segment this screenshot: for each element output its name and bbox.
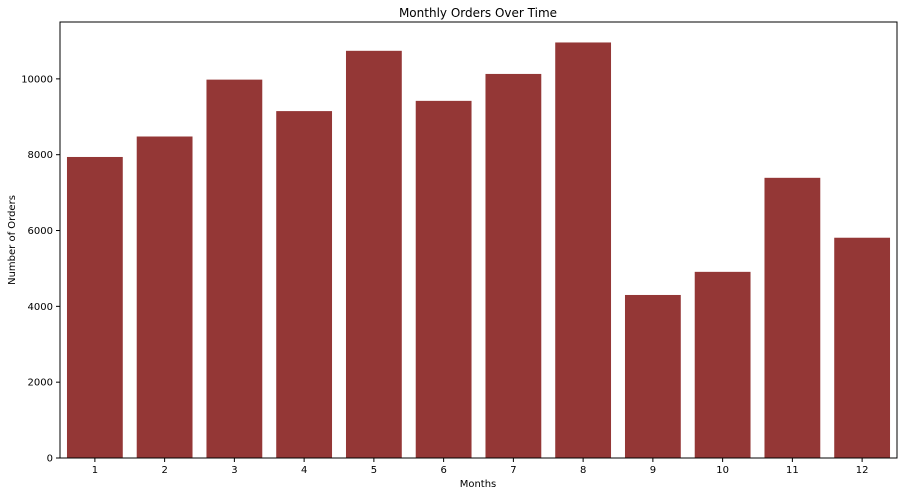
bar-month-1 [66,156,123,458]
x-axis-ticks: 1 2 3 4 5 6 7 8 9 10 11 12 [92,458,869,476]
bar-month-4 [276,111,333,458]
chart-title: Monthly Orders Over Time [399,6,557,20]
y-axis-label: Number of Orders [7,195,18,285]
bar-month-11 [764,177,821,458]
x-axis-label: Months [460,479,497,490]
y-tick-label: 2000 [28,378,53,389]
x-tick-label: 12 [856,465,869,476]
x-tick-label: 2 [161,465,167,476]
bar-month-9 [624,294,681,458]
x-tick-label: 4 [301,465,307,476]
bar-month-8 [555,42,612,458]
bar-month-3 [206,79,263,458]
bar-month-12 [834,237,891,458]
x-tick-label: 9 [650,465,656,476]
x-tick-label: 5 [371,465,377,476]
y-tick-label: 6000 [28,226,53,237]
y-tick-label: 4000 [28,302,53,313]
bar-month-10 [694,271,751,458]
y-tick-label: 8000 [28,150,53,161]
plot-frame [59,21,898,459]
x-tick-label: 8 [580,465,586,476]
y-tick-label: 10000 [21,74,53,85]
x-tick-label: 6 [440,465,446,476]
y-tick-label: 0 [47,454,53,465]
bar-month-2 [136,136,193,458]
bar-month-6 [415,100,472,459]
bar-month-5 [345,50,402,459]
x-tick-label: 11 [786,465,799,476]
x-tick-label: 1 [92,465,98,476]
x-tick-label: 7 [510,465,516,476]
bar-month-7 [485,73,542,458]
x-tick-label: 10 [716,465,729,476]
y-axis-ticks: 0 2000 4000 6000 8000 10000 [21,74,60,465]
bars-group [66,42,891,459]
x-tick-label: 3 [231,465,237,476]
